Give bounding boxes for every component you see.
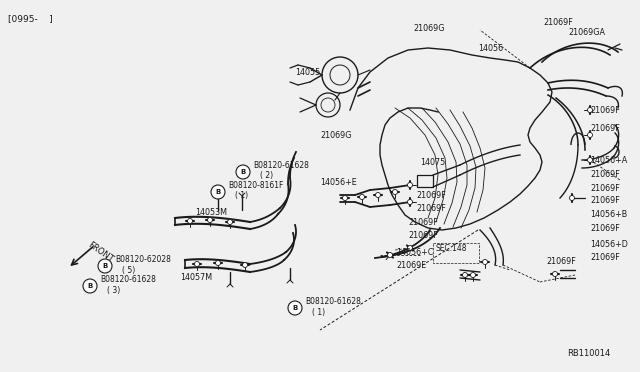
Text: 21069F: 21069F bbox=[590, 124, 620, 132]
Text: 21069F: 21069F bbox=[408, 231, 438, 240]
Circle shape bbox=[288, 301, 302, 315]
Text: ( 1): ( 1) bbox=[312, 308, 325, 317]
Circle shape bbox=[207, 218, 212, 222]
Text: [0995-    ]: [0995- ] bbox=[8, 14, 52, 23]
Text: 21069F: 21069F bbox=[590, 170, 620, 179]
Text: B08120-8161F: B08120-8161F bbox=[228, 180, 284, 189]
Circle shape bbox=[387, 253, 392, 257]
Circle shape bbox=[470, 273, 476, 278]
Text: SEC.148: SEC.148 bbox=[436, 244, 467, 253]
Text: 14056+E: 14056+E bbox=[320, 177, 356, 186]
Circle shape bbox=[408, 246, 413, 250]
Text: 14056+A: 14056+A bbox=[590, 155, 627, 164]
Text: ( 2): ( 2) bbox=[260, 170, 273, 180]
Text: 21069G: 21069G bbox=[320, 131, 351, 140]
Text: 21069GA: 21069GA bbox=[568, 28, 605, 36]
Circle shape bbox=[216, 260, 221, 266]
Text: 21069G: 21069G bbox=[413, 23, 445, 32]
Text: FRONT: FRONT bbox=[86, 240, 115, 264]
Text: B08120-61628: B08120-61628 bbox=[305, 298, 361, 307]
Text: RB110014: RB110014 bbox=[567, 349, 610, 358]
Text: B: B bbox=[216, 189, 221, 195]
Text: ( 3): ( 3) bbox=[107, 285, 120, 295]
Text: B08120-61628: B08120-61628 bbox=[100, 276, 156, 285]
Circle shape bbox=[463, 273, 467, 278]
Text: 21069E: 21069E bbox=[396, 260, 426, 269]
Text: 14075: 14075 bbox=[420, 157, 445, 167]
Text: 21069F: 21069F bbox=[408, 218, 438, 227]
Circle shape bbox=[570, 196, 575, 201]
Text: B08120-62028: B08120-62028 bbox=[115, 256, 171, 264]
Text: 21069F: 21069F bbox=[590, 253, 620, 263]
Circle shape bbox=[588, 132, 593, 138]
Text: ( 5): ( 5) bbox=[122, 266, 135, 275]
Circle shape bbox=[588, 108, 593, 112]
Circle shape bbox=[195, 262, 200, 266]
Circle shape bbox=[98, 259, 112, 273]
Circle shape bbox=[227, 219, 232, 224]
Text: 21069F: 21069F bbox=[590, 196, 620, 205]
Circle shape bbox=[211, 185, 225, 199]
Circle shape bbox=[483, 260, 488, 264]
Text: B: B bbox=[88, 283, 93, 289]
Text: B08120-61628: B08120-61628 bbox=[253, 160, 309, 170]
Text: 21069F: 21069F bbox=[416, 203, 445, 212]
Circle shape bbox=[236, 165, 250, 179]
Text: 21069F: 21069F bbox=[590, 106, 620, 115]
Circle shape bbox=[588, 157, 593, 163]
Text: 21069F: 21069F bbox=[546, 257, 576, 266]
Text: 14056+C: 14056+C bbox=[396, 247, 433, 257]
Circle shape bbox=[83, 279, 97, 293]
Circle shape bbox=[342, 196, 348, 201]
Circle shape bbox=[243, 263, 248, 267]
Circle shape bbox=[552, 272, 557, 276]
Circle shape bbox=[408, 183, 413, 187]
Text: B: B bbox=[102, 263, 108, 269]
Circle shape bbox=[188, 218, 193, 224]
Text: 21069F: 21069F bbox=[416, 190, 445, 199]
Text: 14055: 14055 bbox=[295, 67, 320, 77]
Text: 14053M: 14053M bbox=[195, 208, 227, 217]
Text: B: B bbox=[241, 169, 246, 175]
Text: B: B bbox=[292, 305, 298, 311]
Circle shape bbox=[392, 189, 397, 195]
Text: 14056+B: 14056+B bbox=[590, 209, 627, 218]
Circle shape bbox=[376, 192, 381, 198]
Circle shape bbox=[360, 195, 365, 199]
Text: 21069F: 21069F bbox=[590, 183, 620, 192]
Text: 14056: 14056 bbox=[478, 44, 503, 52]
Text: 14056+D: 14056+D bbox=[590, 240, 628, 248]
Text: 21069F: 21069F bbox=[543, 17, 573, 26]
Text: 14057M: 14057M bbox=[180, 273, 212, 282]
Text: 21069F: 21069F bbox=[590, 224, 620, 232]
Circle shape bbox=[408, 199, 413, 205]
Text: ( 1): ( 1) bbox=[235, 190, 248, 199]
